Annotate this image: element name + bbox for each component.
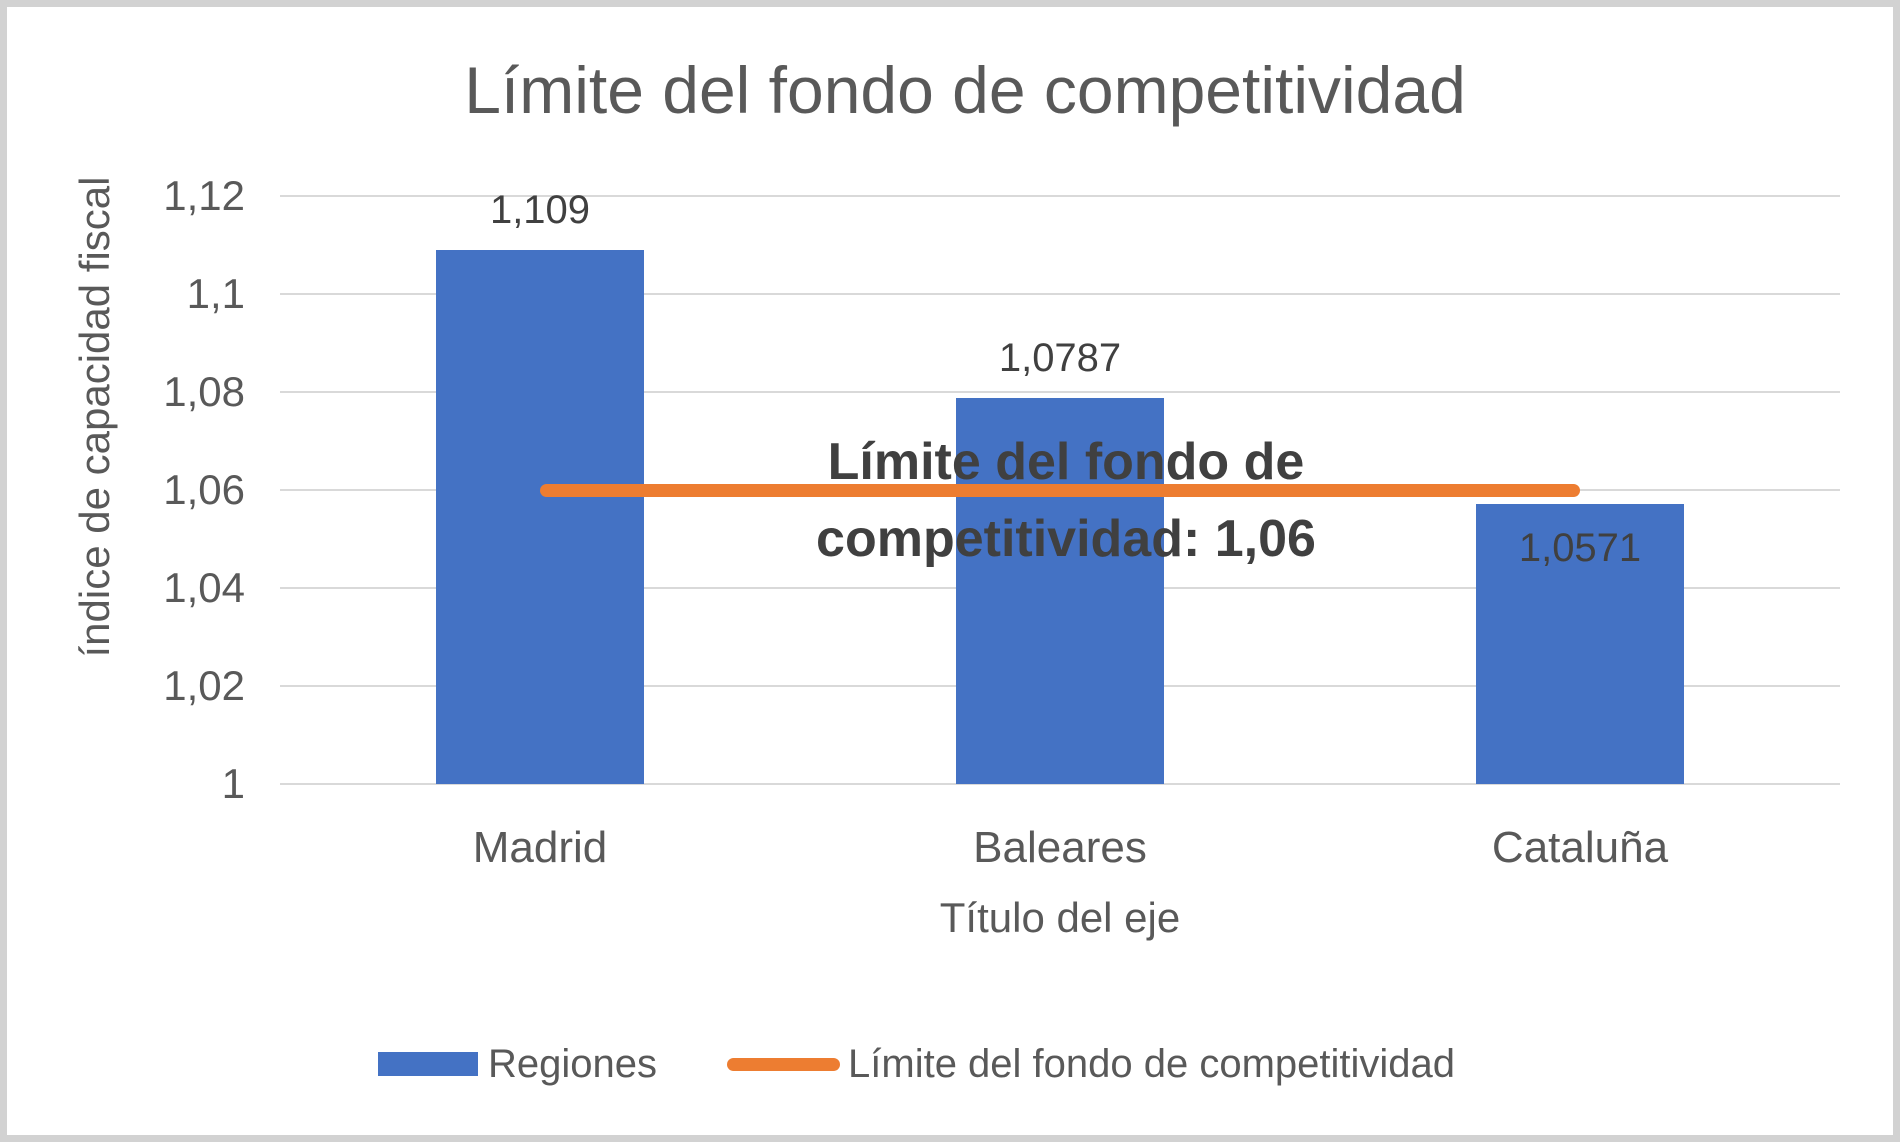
bar-value-label: 1,109 [489, 187, 591, 232]
legend-item-regiones: Regiones [378, 1040, 657, 1088]
gridline [280, 293, 1840, 295]
bar-value-label: 1,0787 [998, 336, 1122, 381]
plot-area: 1 1,02 1,04 1,06 1,08 1,1 1,12 1,109 1,0787 1,057… [163, 172, 1840, 872]
bar-madrid [436, 249, 644, 784]
annotation-line-1: Límite del fondo de [827, 433, 1305, 491]
chart-title: Límite del fondo de competitividad [464, 53, 1466, 127]
legend-bar-swatch [378, 1052, 478, 1076]
legend-item-limite: Límite del fondo de competitividad [727, 1040, 1455, 1088]
legend-label-regiones: Regiones [488, 1042, 658, 1086]
bar-cataluña [1476, 504, 1684, 784]
gridline [280, 783, 1840, 785]
x-category-label: Baleares [973, 823, 1147, 872]
y-tick-label: 1,06 [163, 466, 245, 513]
bar-value-label: 1,0571 [1518, 526, 1642, 571]
y-tick-label: 1,04 [163, 564, 245, 611]
bar-baleares [956, 398, 1164, 784]
gridline [280, 195, 1840, 197]
y-axis-title: índice de capacidad fiscal [71, 176, 118, 658]
limit-line [540, 483, 1580, 497]
gridline [280, 391, 1840, 393]
legend: Regiones Límite del fondo de competitivi… [378, 1040, 1455, 1088]
y-tick-label: 1 [221, 760, 245, 807]
annotation-line-2: competitividad: 1,06 [816, 510, 1316, 568]
x-category-label: Cataluña [1491, 823, 1669, 872]
legend-line-swatch [727, 1057, 841, 1071]
y-tick-label: 1,12 [163, 172, 245, 219]
y-tick-label: 1,08 [163, 368, 245, 415]
legend-label-limite: Límite del fondo de competitividad [848, 1042, 1456, 1086]
y-tick-label: 1,02 [163, 662, 245, 709]
y-tick-label: 1,1 [186, 270, 245, 317]
x-axis-title: Título del eje [939, 894, 1181, 941]
x-category-label: Madrid [472, 823, 608, 872]
limit-annotation: Límite del fondo de competitividad: 1,06 [816, 424, 1316, 578]
